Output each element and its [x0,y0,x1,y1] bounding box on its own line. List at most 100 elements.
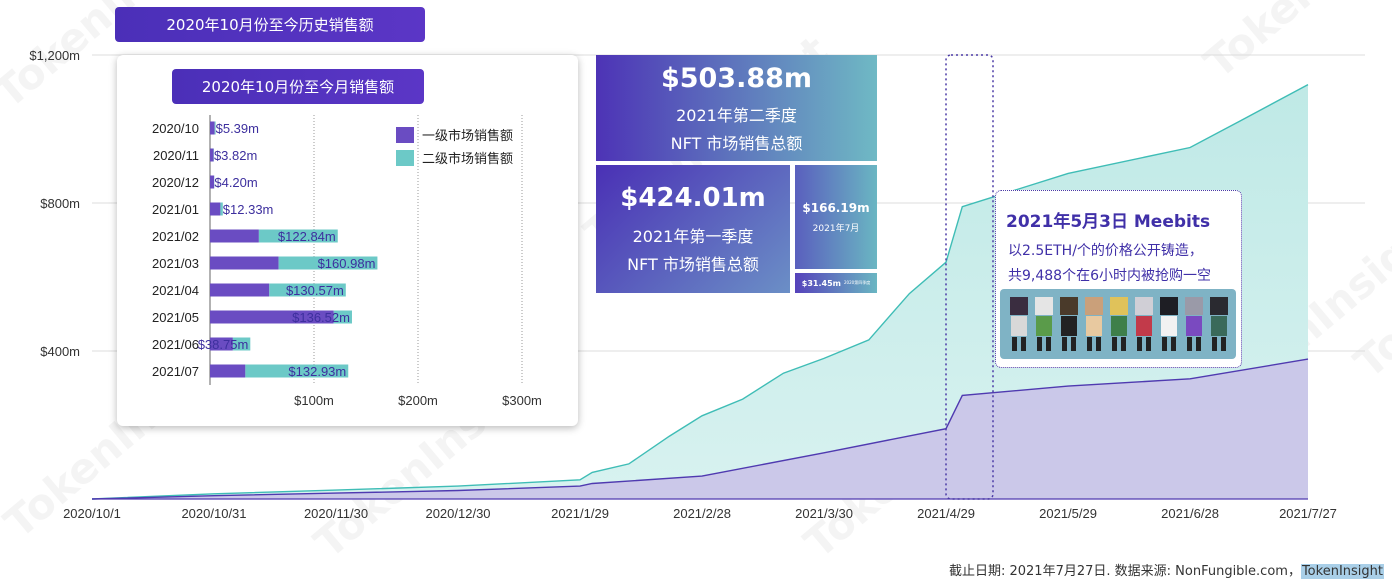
x-tick-label: 2020/10/1 [63,506,121,521]
bar-primary [210,283,270,297]
meebit-body [1161,316,1177,336]
legend-swatch [396,127,414,143]
july-label: 2021年7月 [812,223,860,234]
bar-total-label: $130.57m [286,283,344,298]
meebit-head [1135,297,1153,315]
meebit-body [1011,316,1027,336]
bar-secondary [258,229,338,243]
meebit-leg [1221,337,1226,351]
bar-total-label: $3.82m [214,148,257,163]
bar-x-tick: $200m [398,393,438,408]
bar-primary [210,121,215,135]
q1-stat-box: $424.01m 2021年第一季度 NFT 市场销售总额 [596,165,790,293]
bar-total-label: $122.84m [278,229,336,244]
x-tick-label: 2021/7/27 [1279,506,1337,521]
callout-line1: 以2.5ETH/个的价格公开铸造， [1008,243,1203,259]
q1-line2: NFT 市场销售总额 [627,255,759,274]
bar-x-tick: $300m [502,393,542,408]
bar-secondary [269,283,346,297]
meebit-body [1061,316,1077,336]
meebit-body [1211,316,1227,336]
bar-category-label: 2021/01 [152,202,199,217]
bar-total-label: $132.93m [288,364,346,379]
meebit-leg [1037,337,1042,351]
meebit-head [1110,297,1128,315]
bar-primary [210,229,259,243]
bar-category-label: 2021/06 [152,337,199,352]
meebit-leg [1137,337,1142,351]
bar-primary [210,148,214,162]
x-tick-label: 2021/3/30 [795,506,853,521]
bar-total-label: $38.75m [198,337,249,352]
meebit-leg [1062,337,1067,351]
x-tick-label: 2021/6/28 [1161,506,1219,521]
watermark-text: TokenInsight [1195,0,1392,88]
bar-primary [210,364,246,378]
meebit-leg [1012,337,1017,351]
inset-title: 2020年10月份至今月销售额 [172,69,424,104]
x-tick-label: 2021/4/29 [917,506,975,521]
meebit-body [1136,316,1152,336]
meebit-body [1186,316,1202,336]
x-tick-label: 2021/1/29 [551,506,609,521]
meebit-leg [1196,337,1201,351]
bar-primary [210,256,279,270]
bar-secondary [214,121,216,135]
meebit-leg [1096,337,1101,351]
bar-category-label: 2021/03 [152,256,199,271]
meebits-callout: 2021年5月3日 Meebits 以2.5ETH/个的价格公开铸造， 共9,4… [995,190,1242,368]
meebit-body [1036,316,1052,336]
meebit-head [1010,297,1028,315]
meebit-leg [1087,337,1092,351]
bar-category-label: 2021/05 [152,310,199,325]
meebit-head [1160,297,1178,315]
bar-primary [210,175,215,189]
x-tick-label: 2021/5/29 [1039,506,1097,521]
bar-secondary [333,310,352,324]
bar-total-label: $160.98m [318,256,376,271]
bar-category-label: 2021/02 [152,229,199,244]
x-tick-label: 2020/10/31 [181,506,246,521]
july-value: $166.19m [802,200,870,215]
meebit-body [1111,316,1127,336]
x-tick-label: 2021/2/28 [673,506,731,521]
q2-value: $503.88m [660,62,813,94]
monthly-inset: $100m $200m $300m 2020/10 $5.39m 2020/11 $3.82… [117,55,578,426]
legend-label: 一级市场销售额 [422,128,513,144]
bar-secondary [245,364,349,378]
q2-line1: 2021年第二季度 [676,105,797,125]
footer-source: 截止日期: 2021年7月27日. 数据来源: NonFungible.com，… [949,560,1384,579]
q2-line2: NFT 市场销售总额 [670,133,803,153]
y-tick-label: $800m [40,196,80,211]
meebit-leg [1112,337,1117,351]
meebit-head [1210,297,1228,315]
meebit-leg [1046,337,1051,351]
bar-category-label: 2021/04 [152,283,199,298]
area-series-1 [92,359,1308,499]
meebit-leg [1212,337,1217,351]
meebit-leg [1146,337,1151,351]
meebit-head [1185,297,1203,315]
callout-line2: 共9,488个在6小时内被抢购一空 [1008,268,1211,284]
meebit-body [1086,316,1102,336]
bar-category-label: 2020/12 [152,175,199,190]
bar-primary [210,202,221,216]
bar-total-label: $12.33m [223,202,274,217]
bar-primary [210,310,334,324]
callout-title: 2021年5月3日 Meebits [1006,212,1211,232]
y-tick-label: $1,200m [29,48,80,63]
bar-primary [210,337,233,351]
bar-secondary [232,337,251,351]
meebit-leg [1021,337,1026,351]
q4-label: 2020第四季度 [844,280,871,285]
bar-secondary [278,256,378,270]
footer-highlight: TokenInsight [1300,564,1384,579]
q1-value: $424.01m [620,183,766,213]
bar-category-label: 2021/07 [152,364,199,379]
bar-total-label: $5.39m [216,121,259,136]
meebit-leg [1071,337,1076,351]
legend-label: 二级市场销售额 [422,151,513,167]
meebit-leg [1121,337,1126,351]
line-series-1 [91,358,1309,500]
meebit-head [1035,297,1053,315]
